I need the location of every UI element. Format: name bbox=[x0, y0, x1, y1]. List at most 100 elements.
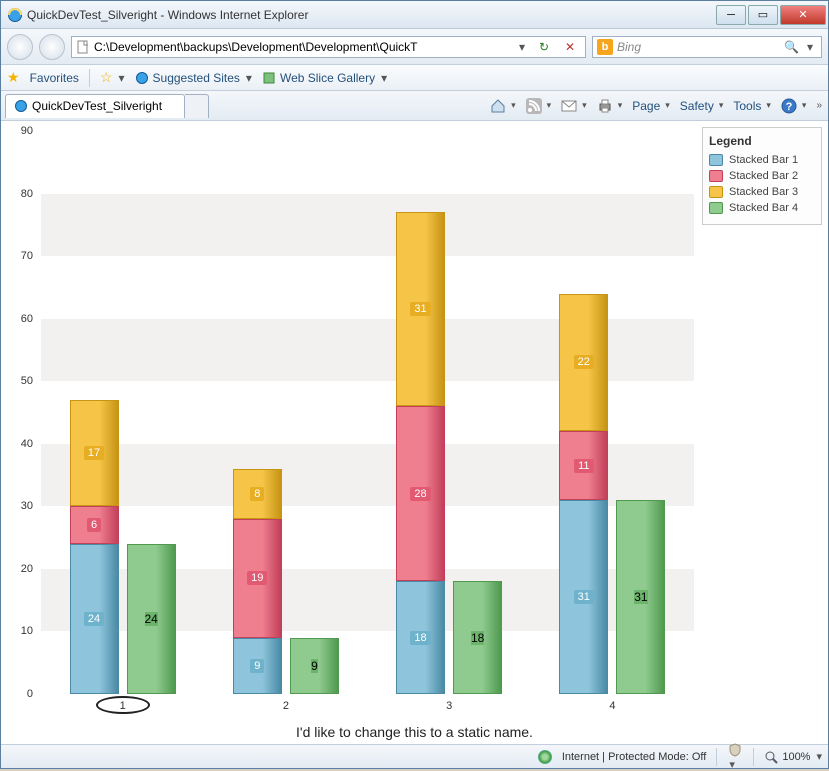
chart-plot: 0102030405060708090 24617249198918283118… bbox=[7, 127, 698, 718]
titlebar: QuickDevTest_Silveright - Windows Intern… bbox=[1, 1, 828, 29]
legend-item: Stacked Bar 3 bbox=[709, 186, 815, 198]
y-tick-label: 20 bbox=[21, 563, 33, 575]
plot-area: 2461724919891828311831112231 bbox=[41, 131, 694, 694]
bar-value-label: 11 bbox=[574, 459, 593, 473]
tools-menu[interactable]: Tools▾ bbox=[733, 99, 771, 113]
bar-segment: 6 bbox=[70, 506, 119, 544]
back-button[interactable] bbox=[7, 34, 33, 60]
page-icon bbox=[76, 40, 90, 54]
ie-icon bbox=[7, 7, 23, 23]
add-favorite-icon[interactable]: ☆▾ bbox=[100, 69, 125, 86]
legend-label: Stacked Bar 1 bbox=[729, 154, 798, 166]
home-button[interactable]: ▾ bbox=[490, 98, 516, 114]
protected-mode-icon[interactable]: ▾ bbox=[727, 742, 743, 771]
print-button[interactable]: ▾ bbox=[597, 98, 623, 114]
bar-segment: 19 bbox=[233, 519, 282, 638]
side-bar: 18 bbox=[453, 581, 502, 694]
bar-segment: 8 bbox=[233, 469, 282, 519]
y-tick-label: 50 bbox=[21, 375, 33, 387]
stacked-bar: 31 11 22 bbox=[559, 294, 608, 694]
window-title: QuickDevTest_Silveright - Windows Intern… bbox=[27, 8, 714, 22]
globe-icon bbox=[538, 750, 552, 764]
stacked-bar: 18 28 31 bbox=[396, 212, 445, 694]
ie-small-icon bbox=[135, 71, 149, 85]
legend-swatch bbox=[709, 170, 723, 182]
zoom-label: 100% bbox=[782, 751, 810, 763]
minimize-button[interactable]: ─ bbox=[716, 5, 746, 25]
address-bar[interactable]: C:\Development\backups\Development\Devel… bbox=[71, 36, 586, 58]
favorites-label[interactable]: Favorites bbox=[30, 71, 79, 85]
bar-segment: 31 bbox=[396, 212, 445, 406]
side-bar: 24 bbox=[127, 544, 176, 694]
suggested-sites-link[interactable]: Suggested Sites▾ bbox=[135, 71, 252, 85]
suggested-sites-label: Suggested Sites bbox=[153, 71, 240, 85]
bar-value-label: 17 bbox=[84, 446, 104, 460]
favorites-star-icon[interactable]: ★ bbox=[7, 69, 20, 86]
tab-active[interactable]: QuickDevTest_Silveright bbox=[5, 94, 185, 118]
legend-label: Stacked Bar 2 bbox=[729, 170, 798, 182]
separator bbox=[716, 748, 717, 766]
search-button-icon[interactable]: 🔍 bbox=[784, 40, 799, 54]
bar-value-label: 9 bbox=[311, 659, 318, 673]
x-axis: 1234 bbox=[41, 698, 694, 718]
grid-band bbox=[41, 131, 694, 194]
y-tick-label: 0 bbox=[27, 688, 33, 700]
side-bar: 9 bbox=[290, 638, 339, 694]
forward-button[interactable] bbox=[39, 34, 65, 60]
web-slice-link[interactable]: Web Slice Gallery▾ bbox=[262, 71, 387, 85]
stop-button[interactable]: ✕ bbox=[559, 40, 581, 54]
legend-swatch bbox=[709, 154, 723, 166]
x-tick-label: 3 bbox=[446, 700, 452, 712]
bar-value-label: 24 bbox=[145, 612, 158, 626]
address-text: C:\Development\backups\Development\Devel… bbox=[94, 40, 511, 54]
y-tick-label: 30 bbox=[21, 500, 33, 512]
bar-value-label: 18 bbox=[471, 631, 484, 645]
close-button[interactable]: ✕ bbox=[780, 5, 826, 25]
y-tick-label: 80 bbox=[21, 188, 33, 200]
tab-ie-icon bbox=[14, 99, 28, 113]
legend-label: Stacked Bar 3 bbox=[729, 186, 798, 198]
favorites-bar: ★ Favorites ☆▾ Suggested Sites▾ Web Slic… bbox=[1, 65, 828, 91]
bar-segment: 28 bbox=[396, 406, 445, 581]
side-bar: 31 bbox=[616, 500, 665, 694]
legend-item: Stacked Bar 4 bbox=[709, 202, 815, 214]
bar-value-label: 31 bbox=[634, 590, 647, 604]
y-tick-label: 60 bbox=[21, 313, 33, 325]
content-area: 0102030405060708090 24617249198918283118… bbox=[1, 121, 828, 744]
bar-segment: 18 bbox=[396, 581, 445, 694]
bar-value-label: 19 bbox=[247, 571, 267, 585]
annotation-circle bbox=[96, 696, 150, 714]
bar-segment: 11 bbox=[559, 431, 608, 500]
bar-segment: 31 bbox=[559, 500, 608, 694]
web-slice-label: Web Slice Gallery bbox=[280, 71, 375, 85]
safety-label: Safety bbox=[680, 99, 714, 113]
search-bar[interactable]: b Bing 🔍 ▾ bbox=[592, 36, 822, 58]
search-dropdown-icon[interactable]: ▾ bbox=[803, 40, 817, 54]
tools-label: Tools bbox=[733, 99, 761, 113]
refresh-button[interactable]: ↻ bbox=[533, 40, 555, 54]
command-bar: ▾ ▾ ▾ ▾ Page▾ Safety▾ Tools▾ ?▾ » bbox=[490, 98, 828, 114]
bar-value-label: 28 bbox=[410, 487, 430, 501]
status-mode: Internet | Protected Mode: Off bbox=[562, 751, 707, 763]
legend-item: Stacked Bar 2 bbox=[709, 170, 815, 182]
tab-row: QuickDevTest_Silveright ▾ ▾ ▾ ▾ Page▾ Sa… bbox=[1, 91, 828, 121]
x-tick-label: 2 bbox=[283, 700, 289, 712]
new-tab-button[interactable] bbox=[185, 94, 209, 118]
page-menu[interactable]: Page▾ bbox=[632, 99, 670, 113]
help-button[interactable]: ?▾ bbox=[781, 98, 807, 114]
bar-value-label: 31 bbox=[574, 590, 594, 604]
feeds-button[interactable]: ▾ bbox=[526, 98, 552, 114]
maximize-button[interactable]: ▭ bbox=[748, 5, 778, 25]
zoom-control[interactable]: 100% ▾ bbox=[764, 750, 822, 764]
mail-button[interactable]: ▾ bbox=[561, 99, 587, 113]
stacked-bar: 9198 bbox=[233, 469, 282, 694]
y-axis: 0102030405060708090 bbox=[7, 131, 37, 694]
chevron-more-icon[interactable]: » bbox=[816, 100, 822, 111]
address-dropdown-icon[interactable]: ▾ bbox=[515, 40, 529, 54]
bar-segment: 22 bbox=[559, 294, 608, 432]
tab-title: QuickDevTest_Silveright bbox=[32, 99, 162, 113]
ie-window: QuickDevTest_Silveright - Windows Intern… bbox=[0, 0, 829, 769]
status-bar: Internet | Protected Mode: Off ▾ 100% ▾ bbox=[1, 744, 828, 768]
safety-menu[interactable]: Safety▾ bbox=[680, 99, 724, 113]
y-tick-label: 90 bbox=[21, 125, 33, 137]
